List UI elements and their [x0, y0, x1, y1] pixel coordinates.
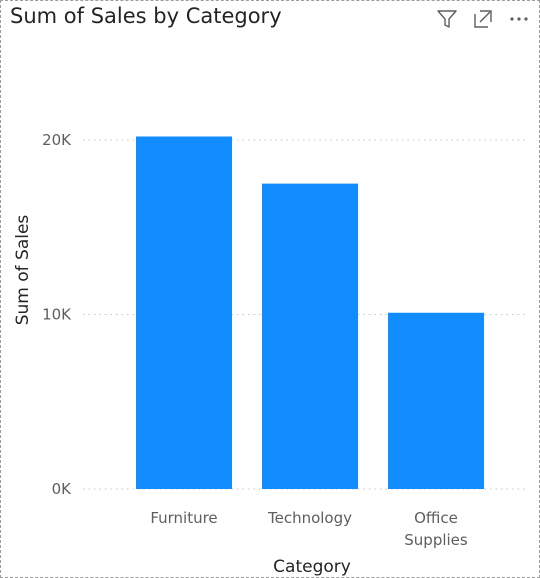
- visual-header: [435, 7, 531, 31]
- more-options-icon[interactable]: [507, 7, 531, 31]
- x-tick-label: Technology: [267, 509, 352, 527]
- x-tick-label: Furniture: [150, 509, 217, 527]
- y-tick-label: 20K: [42, 131, 72, 149]
- y-axis-ticks: 0K 10K 20K: [42, 131, 72, 498]
- bar-furniture[interactable]: [136, 136, 232, 489]
- y-axis-title: Sum of Sales: [13, 215, 33, 326]
- y-tick-label: 0K: [52, 480, 73, 498]
- x-tick-label: Office Supplies: [404, 509, 468, 549]
- bar-technology[interactable]: [262, 183, 358, 489]
- x-axis-title: Category: [273, 557, 351, 577]
- x-axis-labels: Furniture Technology Office Supplies: [150, 509, 468, 549]
- filter-icon[interactable]: [435, 7, 459, 31]
- chart-title: Sum of Sales by Category: [10, 4, 282, 28]
- bar-office-supplies[interactable]: [388, 312, 484, 489]
- y-tick-label: 10K: [42, 306, 72, 324]
- bars: [136, 136, 484, 489]
- focus-mode-icon[interactable]: [471, 7, 495, 31]
